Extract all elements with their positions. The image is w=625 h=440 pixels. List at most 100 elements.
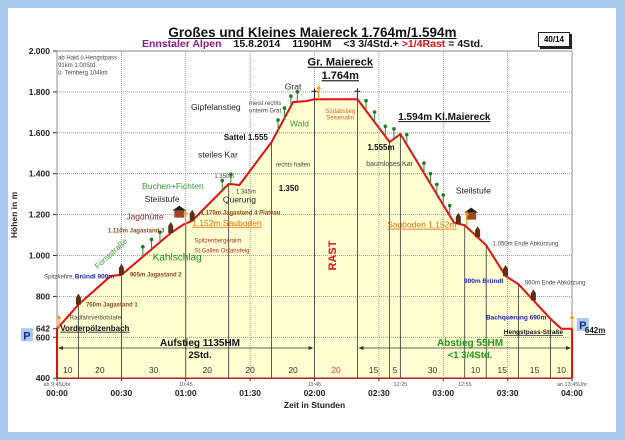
phase-label: Aufstieg 1135HM bbox=[160, 338, 240, 349]
x-tick-label: 01:00 bbox=[175, 388, 197, 398]
annotation-label: 1.764m bbox=[322, 70, 360, 82]
annotation-label: steiles Kar bbox=[198, 150, 238, 160]
segment-duration-label: 10 bbox=[63, 365, 73, 375]
annotation-label: 760m Jagastand 1 bbox=[86, 303, 138, 309]
annotation-label: Spitzenbergeralm bbox=[194, 239, 241, 245]
x-tick-label: 02:00 bbox=[304, 388, 326, 398]
annotation-label: rechts halten bbox=[276, 162, 310, 168]
segment-duration-label: 20 bbox=[331, 365, 341, 375]
hunting-stand-icon bbox=[455, 212, 461, 224]
hunting-stand-icon bbox=[75, 293, 81, 305]
chart-title: Großes und Kleines Maiereck 1.764m/1.594… bbox=[168, 25, 457, 40]
segment-duration-label: 15 bbox=[530, 365, 540, 375]
annotation-label: 1.594m Kl.Maiereck bbox=[398, 112, 491, 123]
annotation-label: unterm Grat bbox=[249, 108, 281, 114]
annotation-label: Querung bbox=[223, 195, 256, 205]
summit-cross-icon bbox=[311, 88, 318, 99]
tree-icon bbox=[404, 132, 409, 137]
phase-arrowhead-right bbox=[308, 346, 314, 350]
annotation-label: baumloses Kar bbox=[366, 161, 413, 168]
tree-icon bbox=[158, 230, 162, 234]
annotation-label: 91km 1:00Std. bbox=[58, 63, 97, 69]
x-tick-label: 01:30 bbox=[239, 388, 261, 398]
annotation-label: 1.170m Jagastand 4 Plateau bbox=[201, 211, 281, 217]
parking-label: P bbox=[23, 330, 30, 342]
hunting-stand-icon bbox=[168, 222, 174, 234]
tree-icon bbox=[289, 94, 293, 98]
x-tick-label: 03:30 bbox=[497, 388, 519, 398]
annotation-label: Bachquerung 690m bbox=[486, 315, 547, 322]
annotation-label: ü. Temberg 104km bbox=[58, 71, 108, 77]
x-tick-label: 04:00 bbox=[561, 388, 583, 398]
annotation-label: Vorderpölzenbach bbox=[60, 324, 129, 333]
tree-icon bbox=[220, 178, 225, 183]
cabin-roof-icon bbox=[172, 205, 187, 211]
phase-arrowhead-left bbox=[58, 346, 63, 350]
tree-icon bbox=[276, 118, 280, 122]
parking-icon bbox=[20, 328, 33, 342]
segment-duration-label: 10 bbox=[557, 365, 567, 375]
tree-icon bbox=[295, 89, 300, 94]
annotation-label: 905m Jagastand 2 bbox=[130, 273, 182, 279]
annotation-label: Jagdhütte bbox=[126, 212, 164, 222]
y-tick-label: 1.400 bbox=[29, 169, 51, 179]
signpost-icon bbox=[316, 85, 322, 90]
annotation-label: Radfahrverbotstafel bbox=[70, 315, 122, 321]
x-tick-label: 03:00 bbox=[432, 388, 454, 398]
x-axis-title: Zeit in Stunden bbox=[284, 400, 345, 410]
segment-duration-label: 30 bbox=[149, 365, 159, 375]
x-tick-label: 02:30 bbox=[368, 388, 390, 398]
segment-duration-label: 10 bbox=[471, 365, 481, 375]
y-tick-label: 1.800 bbox=[29, 87, 51, 97]
annotation-label: Forststraße bbox=[93, 236, 130, 270]
segment-duration-label: 20 bbox=[95, 365, 105, 375]
annotation-label: 1.345m bbox=[236, 190, 256, 196]
tree-icon bbox=[447, 203, 452, 208]
y-tick-label: 800 bbox=[36, 291, 50, 301]
annotation-label: 900m Bründl bbox=[464, 278, 504, 285]
subtitle-total: = 4Std. bbox=[448, 38, 484, 50]
phase-duration: <1 3/4Std. bbox=[448, 350, 493, 361]
subtitle-rest: >1/4Rast bbox=[401, 38, 446, 50]
y-tick-label: 600 bbox=[36, 332, 50, 342]
annotation-label: Wald bbox=[290, 118, 309, 128]
y-tick-label: 1.000 bbox=[29, 251, 51, 261]
hunting-stand-icon bbox=[475, 226, 481, 238]
cabin-roof-icon bbox=[464, 207, 479, 213]
tree-icon bbox=[392, 127, 396, 131]
annotation-label: meist rechts bbox=[249, 101, 281, 107]
tree-icon bbox=[149, 237, 154, 242]
clock-time-label: 11:45 bbox=[308, 382, 321, 388]
annotation-label: Steilstufe bbox=[145, 194, 180, 204]
segment-duration-label: 15 bbox=[369, 365, 379, 375]
tree-icon bbox=[422, 161, 426, 165]
tree-icon bbox=[441, 193, 446, 197]
hunting-stand-icon bbox=[530, 289, 536, 301]
annotation-label: 1.350m bbox=[214, 174, 234, 180]
cabin-icon bbox=[174, 210, 185, 218]
subtitle-date: 15.8.2014 bbox=[233, 38, 281, 50]
segment-duration-label: 20 bbox=[245, 365, 255, 375]
segment-duration-label: 30 bbox=[428, 365, 438, 375]
clock-time-label: 12:25 bbox=[393, 382, 407, 388]
x-tick-label: 00:00 bbox=[46, 388, 68, 398]
clock-time-label: 12:55 bbox=[458, 382, 472, 388]
clock-time-label: 10:45 bbox=[179, 382, 193, 388]
annotation-label: Sauboden 1.152m bbox=[387, 220, 456, 230]
tree-icon bbox=[372, 110, 377, 114]
y-axis-title: Höhen in m bbox=[9, 191, 19, 238]
segment-duration-label: 20 bbox=[202, 365, 212, 375]
annotation-label: Bründl 900m bbox=[75, 274, 115, 281]
annotation-label: Gipfelanstieg bbox=[191, 102, 241, 112]
y-tick-label: 2.000 bbox=[29, 46, 51, 56]
annotation-label: 1.050m Ende Abkürzung bbox=[493, 242, 559, 248]
tree-icon bbox=[141, 244, 145, 249]
annotation-label: 1.555m bbox=[367, 143, 394, 152]
chart-subtitle: Ennstaler Alpen 15.8.2014 1190HM <3 3/4Std.… bbox=[0, 38, 625, 50]
subtitle-hm: 1190HM bbox=[292, 38, 332, 50]
tree-icon bbox=[383, 124, 388, 129]
tree-icon bbox=[428, 171, 433, 176]
segment-duration-label: 5 bbox=[393, 365, 398, 375]
segment-duration-label: 15 bbox=[498, 365, 508, 375]
annotation-label: Sattel 1.555 bbox=[224, 133, 269, 142]
